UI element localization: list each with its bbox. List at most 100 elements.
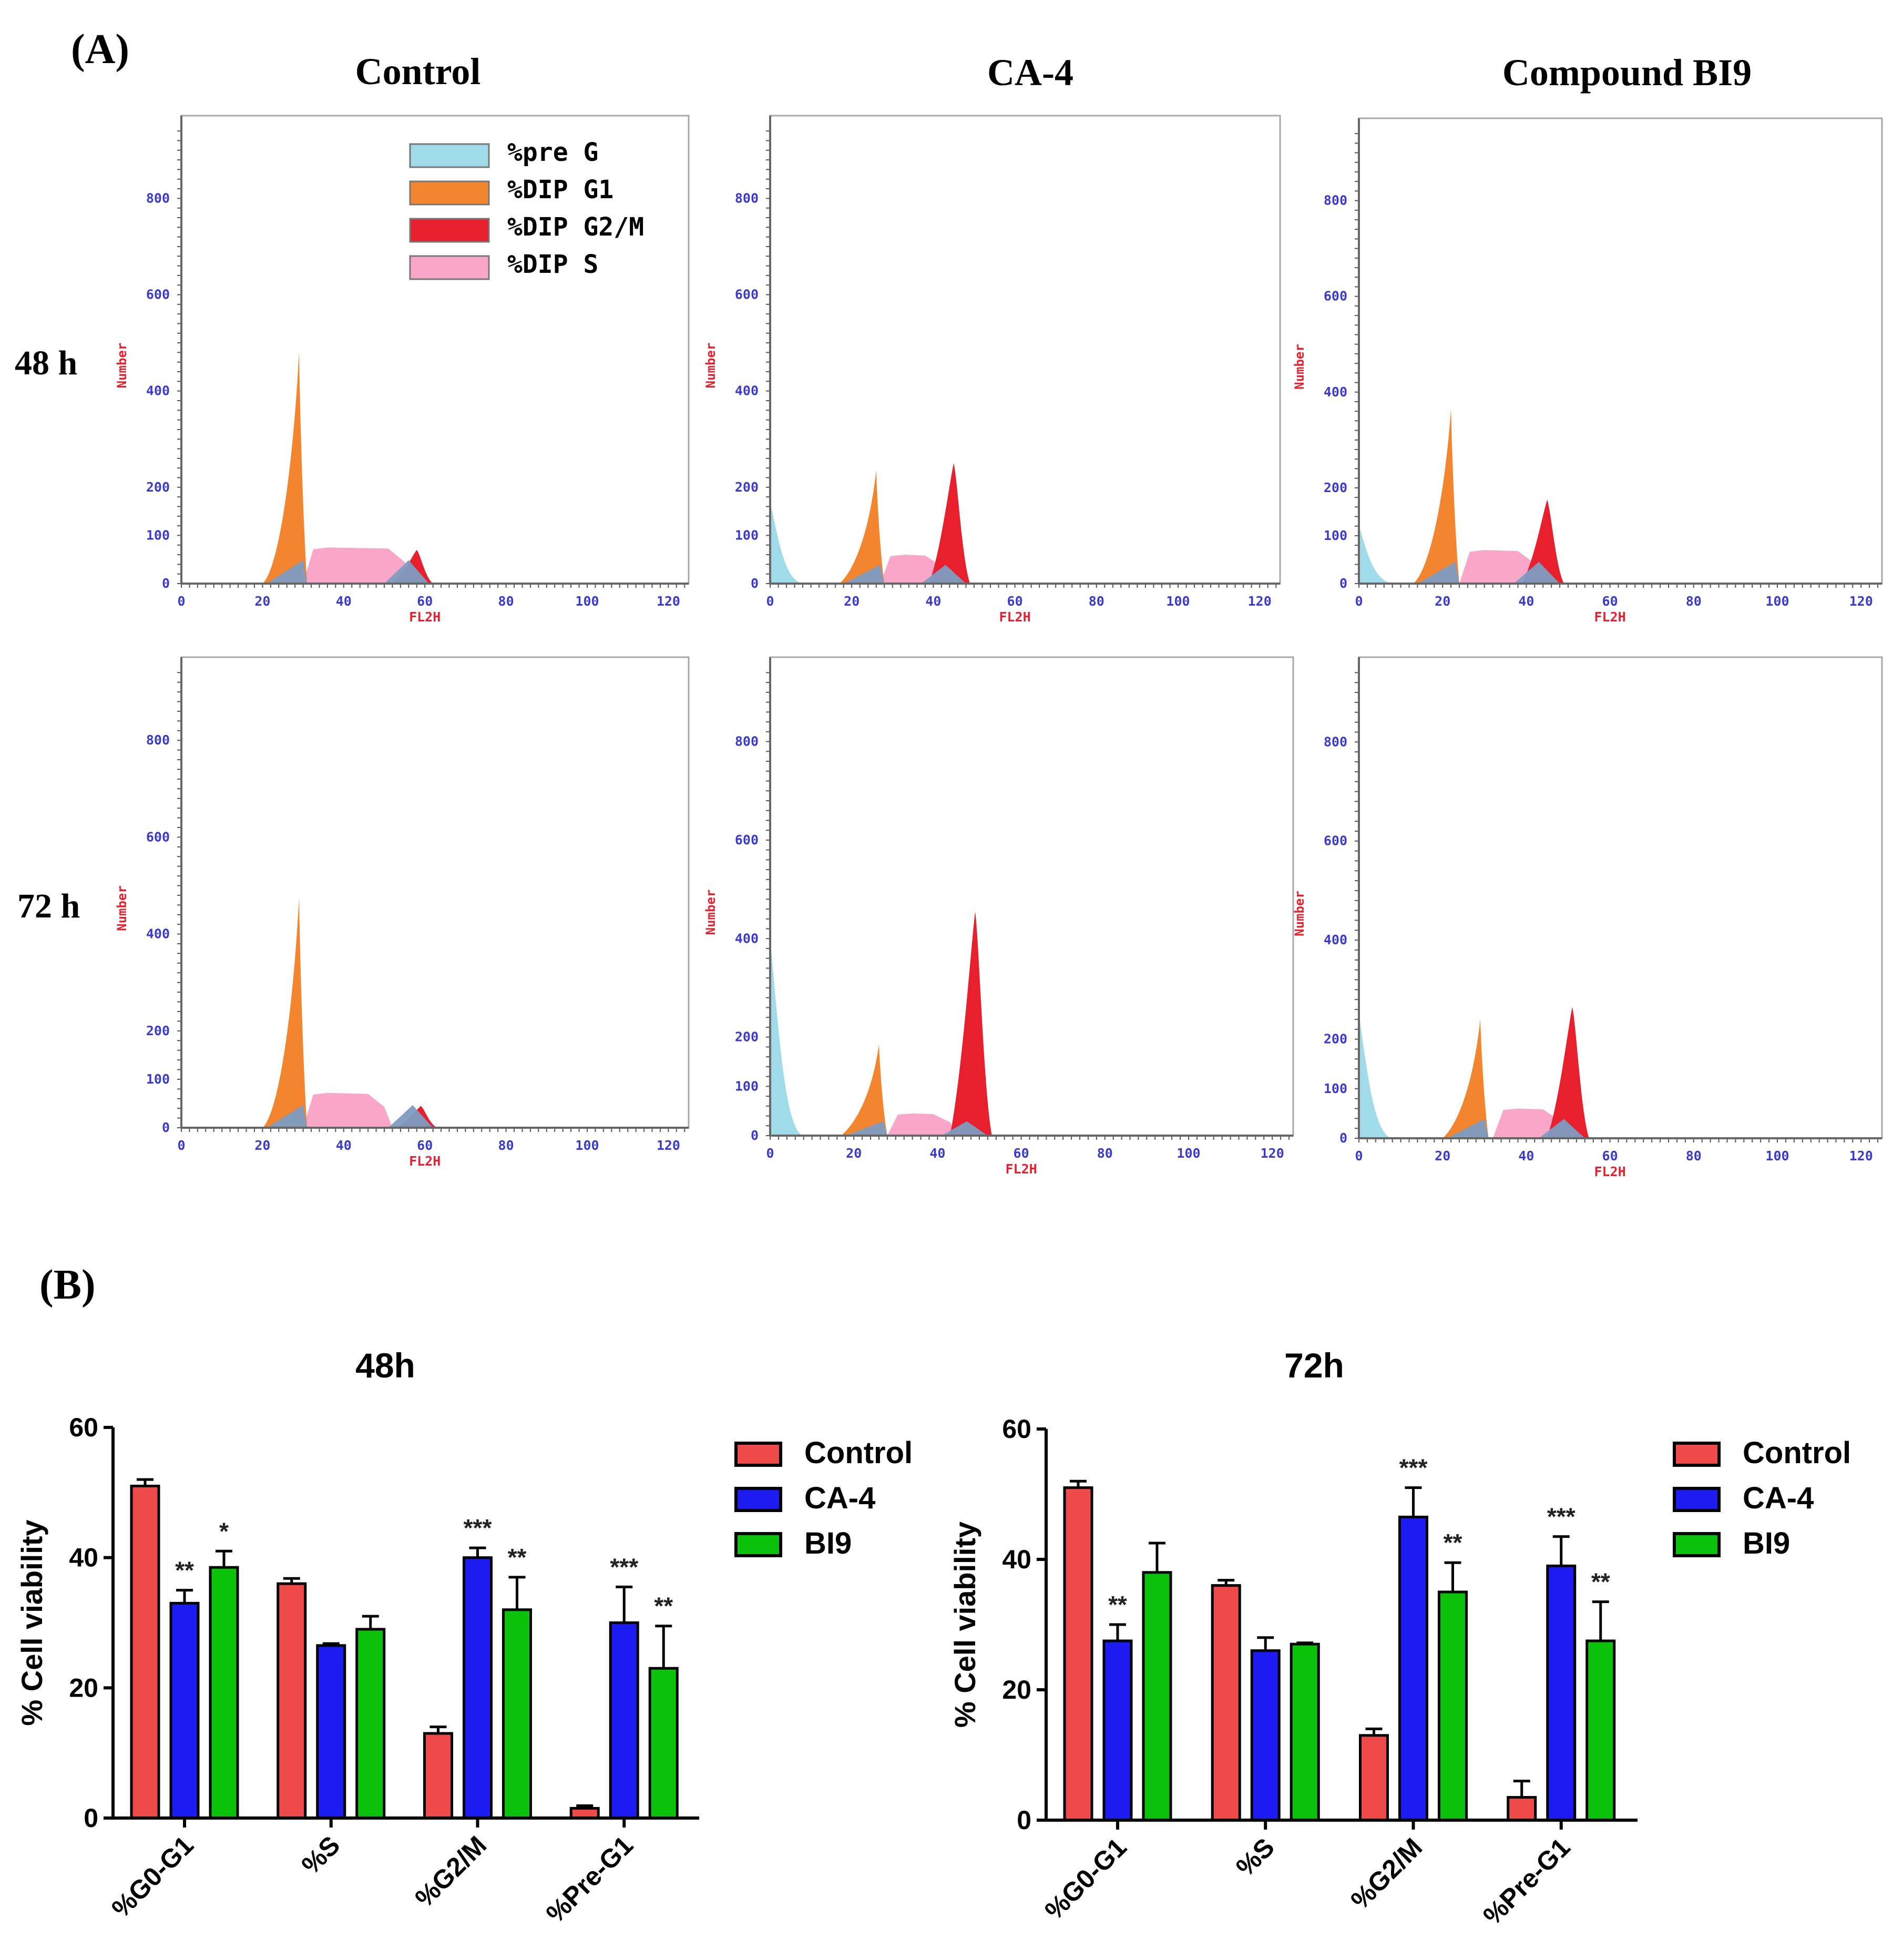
histogram-control-72h: 0 20 40 60 80 100 120 0 100 200 400 600 800 FL2H Numbe… bbox=[115, 656, 690, 1169]
x-tick-label: 80 bbox=[498, 594, 514, 609]
x-tick-label: 100 bbox=[1765, 1148, 1789, 1163]
y-tick-label: 100 bbox=[146, 1071, 170, 1087]
bar-y-tick-label: 60 bbox=[1002, 1414, 1031, 1444]
bar-bi9 bbox=[502, 1608, 532, 1820]
y-tick-label: 0 bbox=[1339, 1130, 1347, 1146]
y-tick-label: 0 bbox=[751, 576, 759, 591]
y-tick-label: 100 bbox=[735, 527, 759, 543]
bar-legend-label-ca4: CA-4 bbox=[1743, 1481, 1814, 1515]
overlap-left bbox=[1417, 562, 1460, 584]
significance-marker: *** bbox=[610, 1553, 638, 1580]
y-tick-label: 200 bbox=[735, 479, 759, 495]
histogram-ca4-48h: 0 20 40 60 80 100 120 0 100 200 400 600 800 FL2H Numbe… bbox=[703, 115, 1281, 625]
overlap-left bbox=[267, 560, 308, 584]
bar-bi9 bbox=[1290, 1642, 1320, 1822]
x-category-label: %S bbox=[296, 1830, 346, 1880]
histogram-ca4-72h: 0 20 40 60 80 100 120 0 100 200 400 600 800 FL2H Numbe… bbox=[703, 656, 1294, 1177]
overlap-left bbox=[845, 1121, 887, 1136]
bar-bi9 bbox=[209, 1566, 239, 1820]
histogram-frame bbox=[1358, 656, 1883, 1139]
row-label-48h: 48 h bbox=[15, 344, 77, 382]
bar-chart-72h: 72h%G0-G1 %S %G2/M %Pre-G1************02040… bbox=[948, 1346, 1851, 1931]
g1-peak bbox=[262, 352, 308, 584]
bar-legend-label-ca4: CA-4 bbox=[804, 1481, 875, 1515]
preg-peak bbox=[770, 938, 804, 1136]
bar-bi9 bbox=[1585, 1639, 1616, 1822]
preg-peak bbox=[1359, 1014, 1393, 1138]
x-tick-label: 120 bbox=[1248, 594, 1272, 609]
y-axis-title: Number bbox=[703, 343, 718, 389]
significance-marker: * bbox=[219, 1517, 229, 1545]
g1-peak bbox=[262, 897, 308, 1128]
bar-bi9 bbox=[1438, 1590, 1468, 1822]
legend-swatch-g1 bbox=[409, 180, 490, 206]
x-axis-title: FL2H bbox=[409, 1153, 441, 1169]
significance-marker: *** bbox=[1547, 1503, 1575, 1530]
y-tick-label: 800 bbox=[1324, 734, 1347, 749]
y-tick-label: 400 bbox=[735, 383, 759, 399]
x-tick-label: 20 bbox=[1435, 1148, 1450, 1163]
y-tick-label: 800 bbox=[735, 734, 759, 749]
bar-control bbox=[1211, 1584, 1241, 1822]
x-category-label: %S bbox=[1230, 1832, 1280, 1882]
x-tick-label: 60 bbox=[417, 1138, 433, 1153]
bar-legend-swatch-ca4 bbox=[1673, 1487, 1721, 1512]
bar-control bbox=[1507, 1796, 1537, 1822]
bar-control bbox=[130, 1484, 160, 1820]
x-tick-label: 40 bbox=[336, 1138, 352, 1153]
y-tick-label: 100 bbox=[1324, 1081, 1347, 1096]
x-tick-label: 20 bbox=[844, 594, 860, 609]
y-tick-label: 600 bbox=[735, 287, 759, 302]
y-tick-label: 400 bbox=[146, 383, 170, 399]
x-category-label: %G0-G1 bbox=[1039, 1832, 1132, 1925]
significance-marker: ** bbox=[508, 1544, 527, 1571]
x-axis-title: FL2H bbox=[1594, 609, 1625, 625]
x-tick-label: 100 bbox=[1765, 594, 1789, 609]
y-axis-title: Number bbox=[1292, 891, 1307, 936]
bar-y-axis-title: % Cell viability bbox=[15, 1519, 48, 1726]
x-category-label: %Pre-G1 bbox=[540, 1830, 639, 1928]
histogram-bi9-48h: 0 20 40 60 80 100 120 0 100 200 400 600 800 FL2H Numbe… bbox=[1292, 117, 1883, 625]
bar-control bbox=[1359, 1734, 1389, 1822]
y-axis-title: Number bbox=[115, 343, 129, 389]
bar-y-axis-title: % Cell viability bbox=[948, 1522, 981, 1728]
significance-marker: ** bbox=[1108, 1591, 1127, 1618]
overlap-right bbox=[921, 565, 966, 584]
bar-legend-swatch-ca4 bbox=[734, 1487, 782, 1512]
g1-peak bbox=[1442, 1019, 1489, 1138]
significance-marker: ** bbox=[1591, 1568, 1610, 1596]
x-category-label: %G0-G1 bbox=[106, 1830, 199, 1923]
panel-label-b: (B) bbox=[39, 1262, 96, 1308]
x-tick-label: 60 bbox=[1602, 1148, 1618, 1163]
x-tick-label: 120 bbox=[657, 594, 680, 609]
bar-y-tick-label: 0 bbox=[1017, 1805, 1031, 1835]
bar-control bbox=[277, 1582, 307, 1820]
overlap-left bbox=[267, 1105, 308, 1128]
histogram-frame bbox=[769, 115, 1281, 585]
legend-label-g2m: %DIP G2/M bbox=[507, 212, 644, 242]
x-category-label: %G2/M bbox=[1345, 1832, 1428, 1915]
legend-swatch-g2m bbox=[409, 218, 490, 243]
legend-label-s: %DIP S bbox=[507, 250, 598, 279]
bar-y-tick-label: 0 bbox=[84, 1803, 98, 1833]
bar-control bbox=[1063, 1486, 1093, 1822]
histogram-frame bbox=[769, 656, 1294, 1137]
x-tick-label: 40 bbox=[1518, 1148, 1534, 1163]
overlap-right bbox=[1539, 1119, 1585, 1138]
bar-control bbox=[423, 1732, 453, 1820]
bar-ca4 bbox=[463, 1556, 493, 1820]
bar-legend-label-control: Control bbox=[804, 1436, 913, 1470]
significance-marker: ** bbox=[175, 1557, 194, 1584]
y-tick-label: 200 bbox=[735, 1029, 759, 1045]
bar-legend-swatch-bi9 bbox=[1673, 1532, 1721, 1557]
x-tick-label: 120 bbox=[1261, 1146, 1284, 1161]
x-tick-label: 100 bbox=[575, 594, 599, 609]
x-axis-title: FL2H bbox=[1594, 1164, 1625, 1179]
bar-legend-swatch-control bbox=[734, 1442, 782, 1467]
bar-ca4 bbox=[609, 1621, 639, 1820]
bar-y-tick-label: 40 bbox=[69, 1543, 98, 1573]
x-tick-label: 80 bbox=[1089, 594, 1104, 609]
x-tick-label: 0 bbox=[1355, 594, 1363, 609]
y-tick-label: 600 bbox=[1324, 833, 1347, 849]
y-tick-label: 400 bbox=[735, 931, 759, 946]
